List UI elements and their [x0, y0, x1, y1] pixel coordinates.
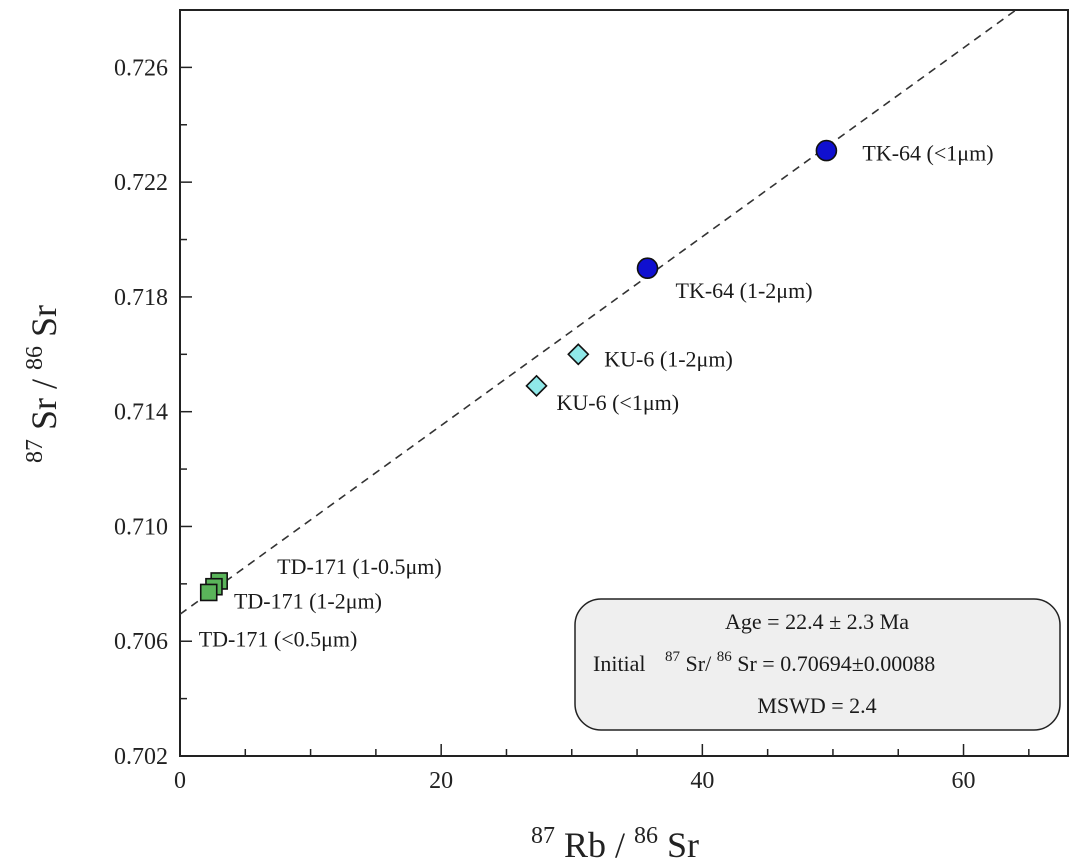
plot-frame	[179, 9, 1069, 757]
point-labels: TK-64 (<1μm) TK-64 (1-2μm) KU-6 (1-2μm) KU-…	[199, 141, 994, 652]
plot-area-border	[179, 9, 1069, 757]
regression-line-group	[179, 9, 1017, 615]
data-point-label: TK-64 (<1μm)	[862, 141, 993, 166]
y-axis-ticks: 0.702 0.706 0.710 0.714 0.718 0.722 0.726	[114, 9, 192, 770]
data-point-label: KU-6 (1-2μm)	[604, 346, 733, 371]
x-tick-label: 40	[690, 768, 714, 794]
mswd-text: MSWD = 2.4	[757, 693, 876, 718]
data-point-label: TD-171 (<0.5μm)	[199, 626, 358, 651]
x-axis-ticks: 0 20 40 60	[174, 744, 1030, 794]
annotation-box-frame	[574, 598, 1061, 731]
data-points	[199, 139, 838, 602]
y-axis-title: 87 Sr / 86 Sr	[10, 305, 64, 463]
data-point-diamond	[567, 343, 590, 366]
annotation-box: Age = 22.4 ± 2.3 Ma Initial 87 Sr/ 86 Sr…	[574, 598, 1061, 731]
data-point-square	[199, 583, 218, 602]
data-point-circle	[636, 257, 659, 280]
regression-line	[179, 9, 1017, 615]
y-tick-label: 0.722	[114, 170, 168, 196]
age-text: Age = 22.4 ± 2.3 Ma	[725, 609, 909, 634]
data-point-label: TD-171 (1-2μm)	[234, 589, 382, 614]
x-tick-label: 0	[174, 768, 186, 794]
x-tick-label: 60	[952, 768, 976, 794]
data-point-label: TD-171 (1-0.5μm)	[277, 554, 442, 579]
data-point-label: TK-64 (1-2μm)	[676, 278, 813, 303]
y-tick-label: 0.718	[114, 285, 168, 311]
y-tick-label: 0.714	[114, 400, 168, 426]
x-axis-title: 87 Rb / 86 Sr	[531, 811, 699, 865]
data-point-label: KU-6 (<1μm)	[557, 390, 680, 415]
y-tick-label: 0.706	[114, 629, 168, 655]
x-tick-label: 20	[429, 768, 453, 794]
y-tick-label: 0.726	[114, 55, 168, 81]
y-tick-label: 0.702	[114, 744, 168, 770]
initial-ratio-text: Initial 87 Sr/ 86 Sr = 0.70694±0.00088	[593, 641, 935, 676]
y-tick-label: 0.710	[114, 514, 168, 540]
data-point-diamond	[525, 374, 548, 398]
data-point-circle	[815, 139, 838, 162]
